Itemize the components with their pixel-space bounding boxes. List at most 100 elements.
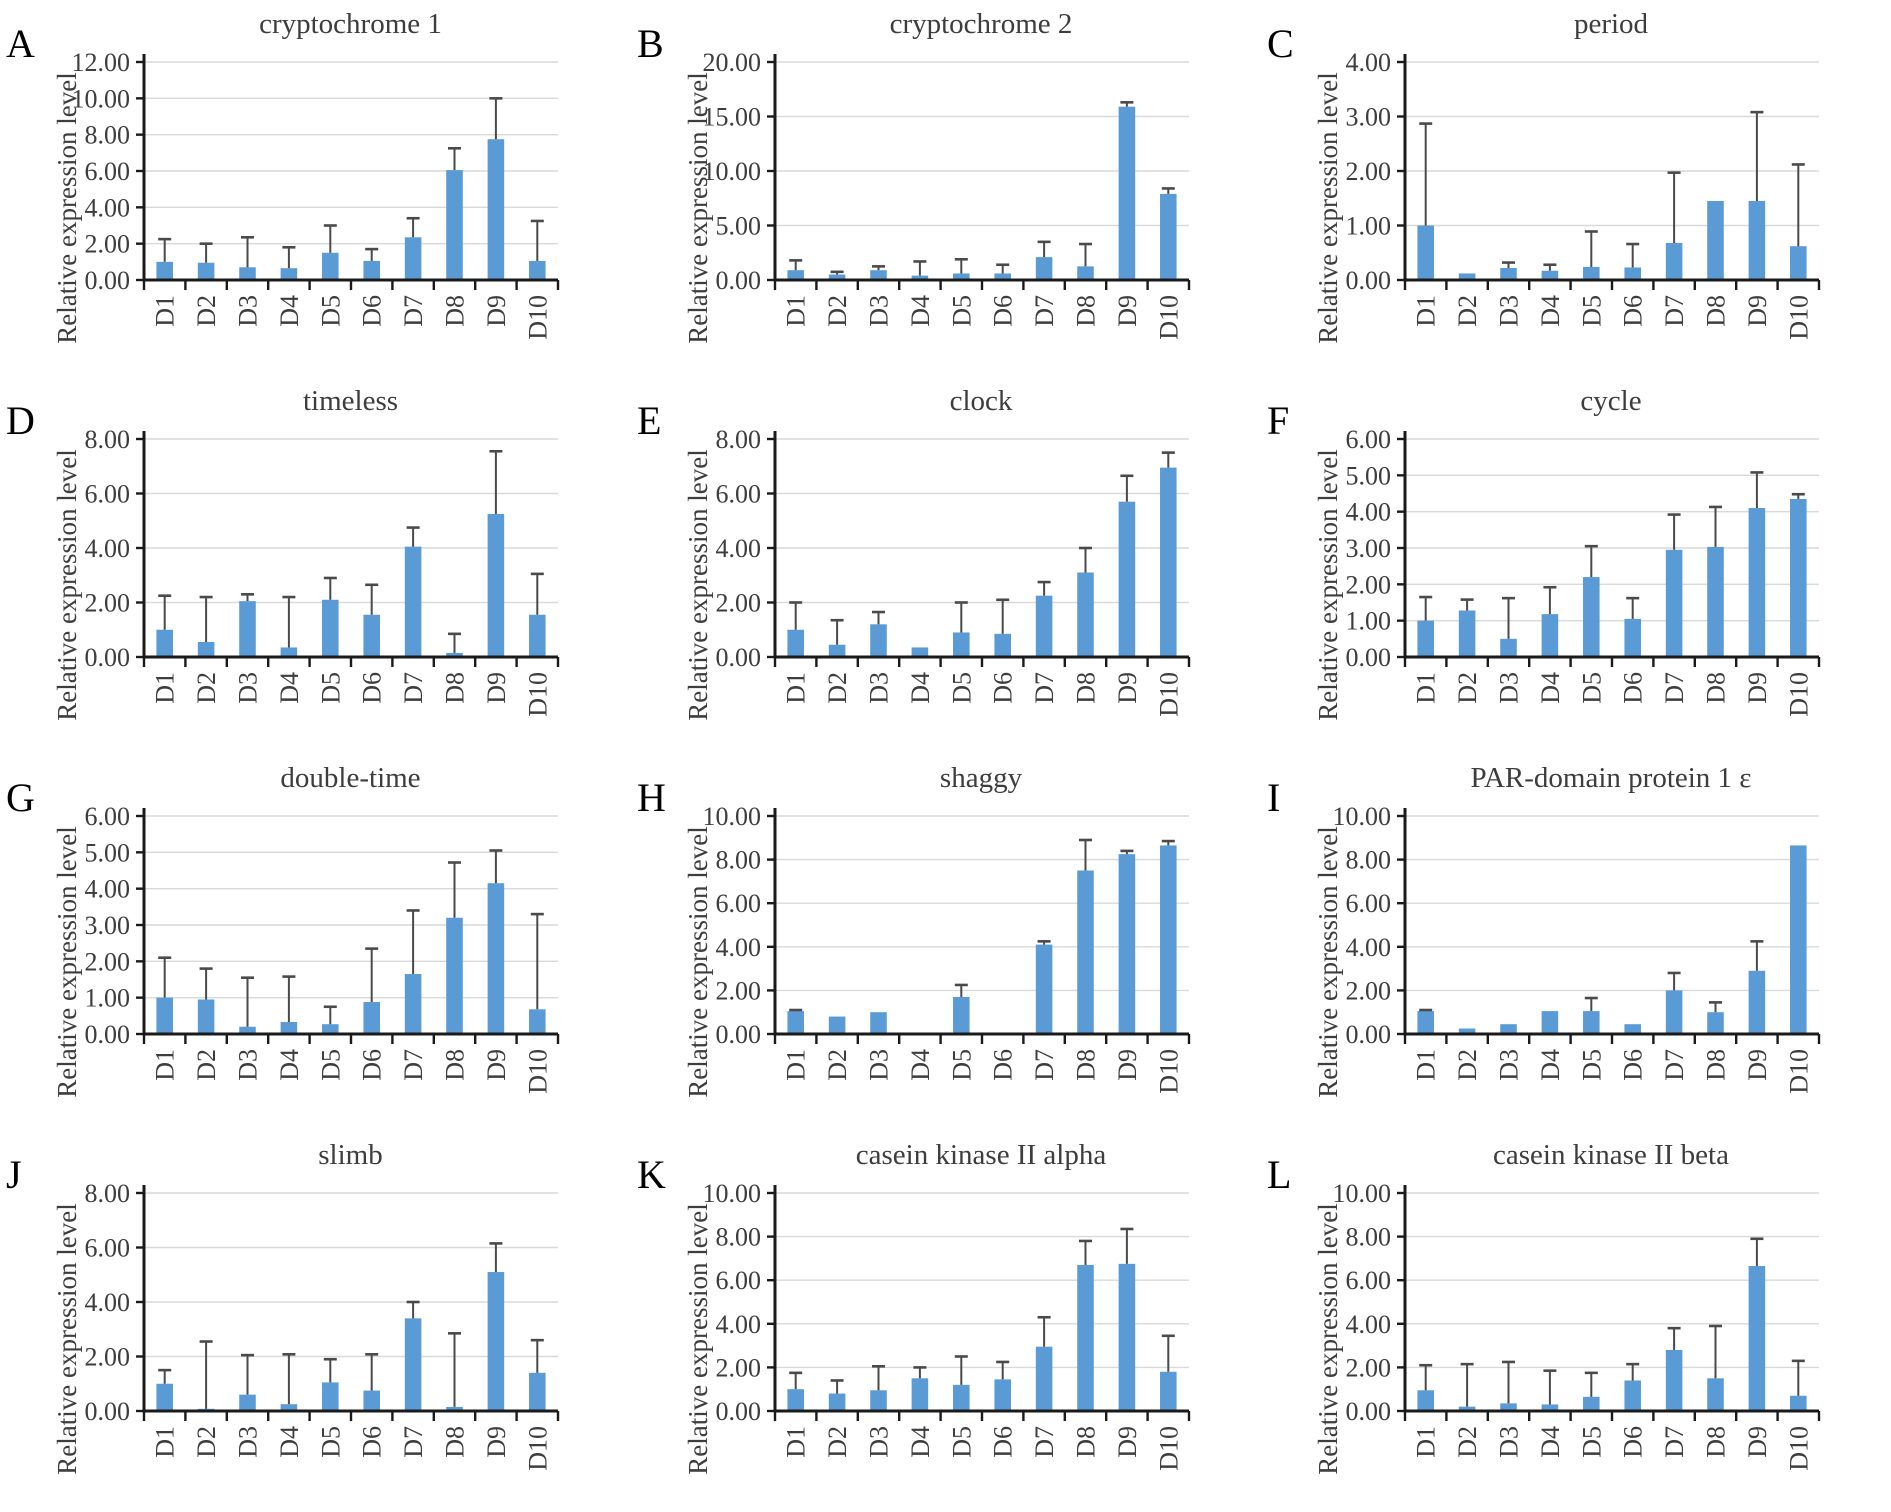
svg-text:D3: D3 bbox=[1495, 1426, 1524, 1458]
svg-text:D10: D10 bbox=[1784, 1049, 1813, 1094]
svg-text:5.00: 5.00 bbox=[1346, 461, 1392, 490]
svg-text:D3: D3 bbox=[865, 1049, 894, 1081]
svg-text:D1: D1 bbox=[1412, 672, 1441, 704]
svg-text:2.00: 2.00 bbox=[716, 589, 762, 618]
svg-text:2.00: 2.00 bbox=[716, 976, 762, 1005]
svg-text:D2: D2 bbox=[823, 1426, 852, 1458]
panel-label-K: K bbox=[637, 1152, 666, 1197]
svg-text:D5: D5 bbox=[1577, 295, 1606, 327]
chart-title-B: cryptochrome 2 bbox=[889, 8, 1073, 40]
svg-text:D4: D4 bbox=[275, 1426, 304, 1458]
svg-text:2.00: 2.00 bbox=[1346, 570, 1392, 599]
chart-title-F: cycle bbox=[1580, 385, 1642, 417]
svg-text:D9: D9 bbox=[482, 295, 511, 327]
svg-text:D9: D9 bbox=[1113, 295, 1142, 327]
svg-text:D5: D5 bbox=[1577, 1426, 1606, 1458]
svg-text:D3: D3 bbox=[1495, 295, 1524, 327]
svg-text:Relative expression level: Relative expression level bbox=[683, 826, 713, 1097]
svg-text:0.00: 0.00 bbox=[716, 266, 762, 295]
svg-text:6.00: 6.00 bbox=[716, 1266, 762, 1295]
svg-text:D2: D2 bbox=[192, 295, 221, 327]
svg-text:2.00: 2.00 bbox=[1346, 976, 1392, 1005]
svg-text:8.00: 8.00 bbox=[85, 425, 131, 454]
svg-text:D1: D1 bbox=[1412, 1426, 1441, 1458]
svg-text:D3: D3 bbox=[1495, 1049, 1524, 1081]
svg-text:D5: D5 bbox=[316, 295, 345, 327]
svg-text:Relative expression level: Relative expression level bbox=[683, 1203, 713, 1474]
svg-text:D3: D3 bbox=[234, 1049, 263, 1081]
svg-text:D5: D5 bbox=[947, 1426, 976, 1458]
panel-label-E: E bbox=[637, 398, 662, 443]
svg-text:D8: D8 bbox=[441, 295, 470, 327]
svg-text:D8: D8 bbox=[1072, 672, 1101, 704]
bar-chart-cryptochrome-2: 0.00 5.00 10.00 15.00 20.00 D1 D2 D3 D4 D5 D6 D7 D8 D… bbox=[683, 48, 1191, 344]
svg-text:D5: D5 bbox=[316, 1049, 345, 1081]
svg-text:D6: D6 bbox=[989, 672, 1018, 704]
svg-text:8.00: 8.00 bbox=[716, 846, 762, 875]
svg-text:D10: D10 bbox=[1154, 1426, 1183, 1471]
svg-text:1.00: 1.00 bbox=[85, 984, 131, 1013]
svg-text:D10: D10 bbox=[523, 672, 552, 717]
svg-text:D6: D6 bbox=[1619, 295, 1648, 327]
svg-text:4.00: 4.00 bbox=[1346, 1310, 1392, 1339]
svg-text:3.00: 3.00 bbox=[1346, 534, 1392, 563]
svg-text:D6: D6 bbox=[989, 1426, 1018, 1458]
svg-text:Relative expression level: Relative expression level bbox=[1313, 1203, 1343, 1474]
bar-chart-timeless: 0.00 2.00 4.00 6.00 8.00 D1 D2 D3 D4 D5 D6 D7 D8 D9 D1… bbox=[52, 425, 560, 721]
svg-text:D8: D8 bbox=[1702, 672, 1731, 704]
svg-text:D10: D10 bbox=[1154, 672, 1183, 717]
panel-B: B cryptochrome 2 0.00 5.00 10.00 15.00 20.00… bbox=[631, 0, 1261, 377]
svg-text:D2: D2 bbox=[1453, 295, 1482, 327]
svg-text:D5: D5 bbox=[316, 1426, 345, 1458]
svg-text:D9: D9 bbox=[482, 1426, 511, 1458]
chart-title-K: casein kinase II alpha bbox=[855, 1139, 1107, 1171]
svg-text:D1: D1 bbox=[782, 1049, 811, 1081]
panel-E: E clock 0.00 2.00 4.00 6.00 8.00 D1 D2 D3 D4 D5 D6… bbox=[631, 377, 1261, 754]
svg-text:8.00: 8.00 bbox=[716, 1223, 762, 1252]
svg-text:6.00: 6.00 bbox=[85, 1234, 131, 1263]
svg-text:D1: D1 bbox=[1412, 1049, 1441, 1081]
svg-text:D1: D1 bbox=[151, 672, 180, 704]
chart-title-A: cryptochrome 1 bbox=[259, 8, 442, 40]
svg-text:D3: D3 bbox=[865, 1426, 894, 1458]
svg-text:2.00: 2.00 bbox=[85, 1343, 131, 1372]
svg-text:0.00: 0.00 bbox=[1346, 266, 1392, 295]
svg-text:D2: D2 bbox=[192, 1426, 221, 1458]
svg-text:8.00: 8.00 bbox=[1346, 1223, 1392, 1252]
svg-text:D3: D3 bbox=[1495, 672, 1524, 704]
panel-A: A cryptochrome 1 0.00 2.00 4.00 6.00 8.00 10.… bbox=[0, 0, 631, 377]
panel-label-B: B bbox=[637, 21, 664, 66]
svg-text:3.00: 3.00 bbox=[1346, 103, 1392, 132]
chart-title-L: casein kinase II beta bbox=[1493, 1139, 1729, 1171]
svg-text:4.00: 4.00 bbox=[1346, 48, 1392, 77]
svg-text:D9: D9 bbox=[1743, 295, 1772, 327]
svg-text:6.00: 6.00 bbox=[1346, 889, 1392, 918]
svg-text:D9: D9 bbox=[482, 1049, 511, 1081]
svg-text:5.00: 5.00 bbox=[85, 838, 131, 867]
svg-text:D3: D3 bbox=[234, 1426, 263, 1458]
panel-label-L: L bbox=[1267, 1152, 1292, 1197]
svg-text:5.00: 5.00 bbox=[716, 212, 762, 241]
svg-text:20.00: 20.00 bbox=[703, 48, 762, 77]
bar-chart-double-time: 0.00 1.00 2.00 3.00 4.00 5.00 6.00 D1 D2 D3 D4 D5 D6… bbox=[52, 802, 560, 1098]
svg-text:D7: D7 bbox=[1660, 295, 1689, 327]
svg-text:D10: D10 bbox=[1784, 672, 1813, 717]
bar-chart-cryptochrome-1: 0.00 2.00 4.00 6.00 8.00 10.00 12.00 D1 D2 D3 D4 D5… bbox=[52, 48, 560, 344]
svg-text:10.00: 10.00 bbox=[703, 1179, 762, 1208]
svg-text:D4: D4 bbox=[906, 1049, 935, 1081]
svg-text:D2: D2 bbox=[823, 1049, 852, 1081]
chart-title-H: shaggy bbox=[939, 762, 1023, 794]
svg-text:D5: D5 bbox=[316, 672, 345, 704]
panel-label-D: D bbox=[6, 398, 35, 443]
bar-chart-slimb: 0.00 2.00 4.00 6.00 8.00 D1 D2 D3 D4 D5 D6 D7 D8 D9 D1… bbox=[52, 1179, 560, 1475]
svg-text:D4: D4 bbox=[275, 295, 304, 327]
svg-text:Relative expression level: Relative expression level bbox=[1313, 449, 1343, 720]
panel-label-F: F bbox=[1267, 398, 1290, 443]
svg-text:10.00: 10.00 bbox=[72, 84, 131, 113]
svg-text:D1: D1 bbox=[1412, 295, 1441, 327]
svg-text:10.00: 10.00 bbox=[703, 157, 762, 186]
svg-text:0.00: 0.00 bbox=[85, 643, 131, 672]
svg-text:D3: D3 bbox=[865, 672, 894, 704]
svg-text:D10: D10 bbox=[1154, 1049, 1183, 1094]
svg-text:6.00: 6.00 bbox=[85, 480, 131, 509]
